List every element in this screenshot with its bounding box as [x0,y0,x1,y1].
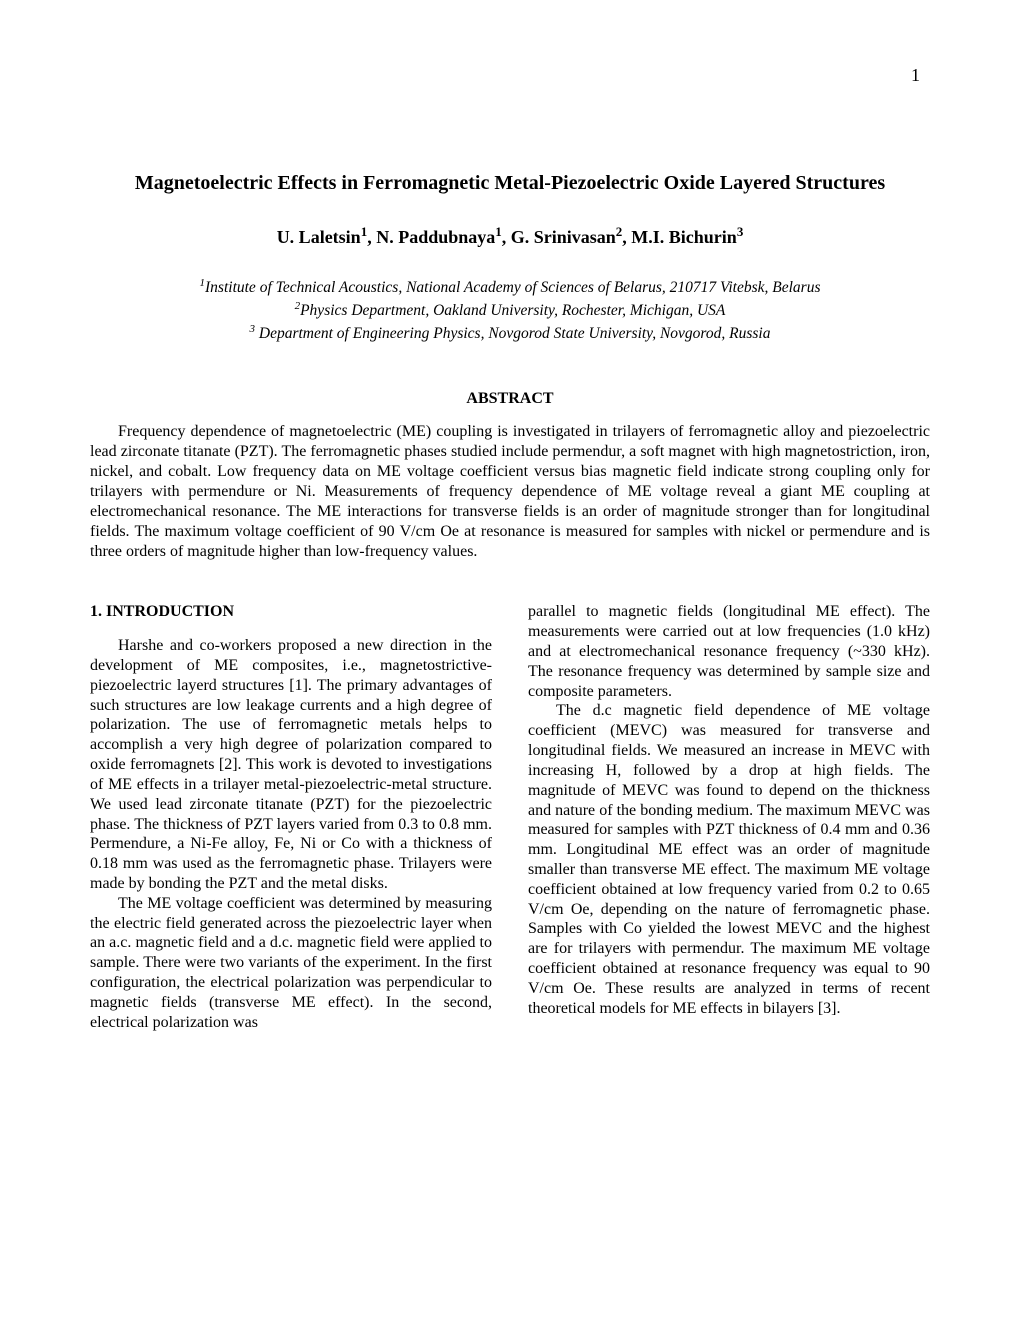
page-number: 1 [911,65,920,86]
body-paragraph: parallel to magnetic fields (longitudina… [528,602,930,701]
column-right: parallel to magnetic fields (longitudina… [528,602,930,1032]
two-column-body: 1. INTRODUCTION Harshe and co-workers pr… [90,602,930,1032]
section-1-heading: 1. INTRODUCTION [90,602,492,622]
paper-affiliations: 1Institute of Technical Acoustics, Natio… [90,276,930,345]
body-paragraph: The d.c magnetic field dependence of ME … [528,701,930,1018]
column-left: 1. INTRODUCTION Harshe and co-workers pr… [90,602,492,1032]
affiliation-line: 1Institute of Technical Acoustics, Natio… [90,276,930,299]
abstract-heading: ABSTRACT [90,390,930,408]
paper-authors: U. Laletsin1, N. Paddubnaya1, G. Sriniva… [90,224,930,248]
affiliation-line: 3 Department of Engineering Physics, Nov… [90,322,930,345]
abstract-body: Frequency dependence of magnetoelectric … [90,422,930,562]
body-paragraph: Harshe and co-workers proposed a new dir… [90,636,492,894]
paper-title: Magnetoelectric Effects in Ferromagnetic… [90,170,930,196]
affiliation-line: 2Physics Department, Oakland University,… [90,299,930,322]
body-paragraph: The ME voltage coefficient was determine… [90,894,492,1033]
